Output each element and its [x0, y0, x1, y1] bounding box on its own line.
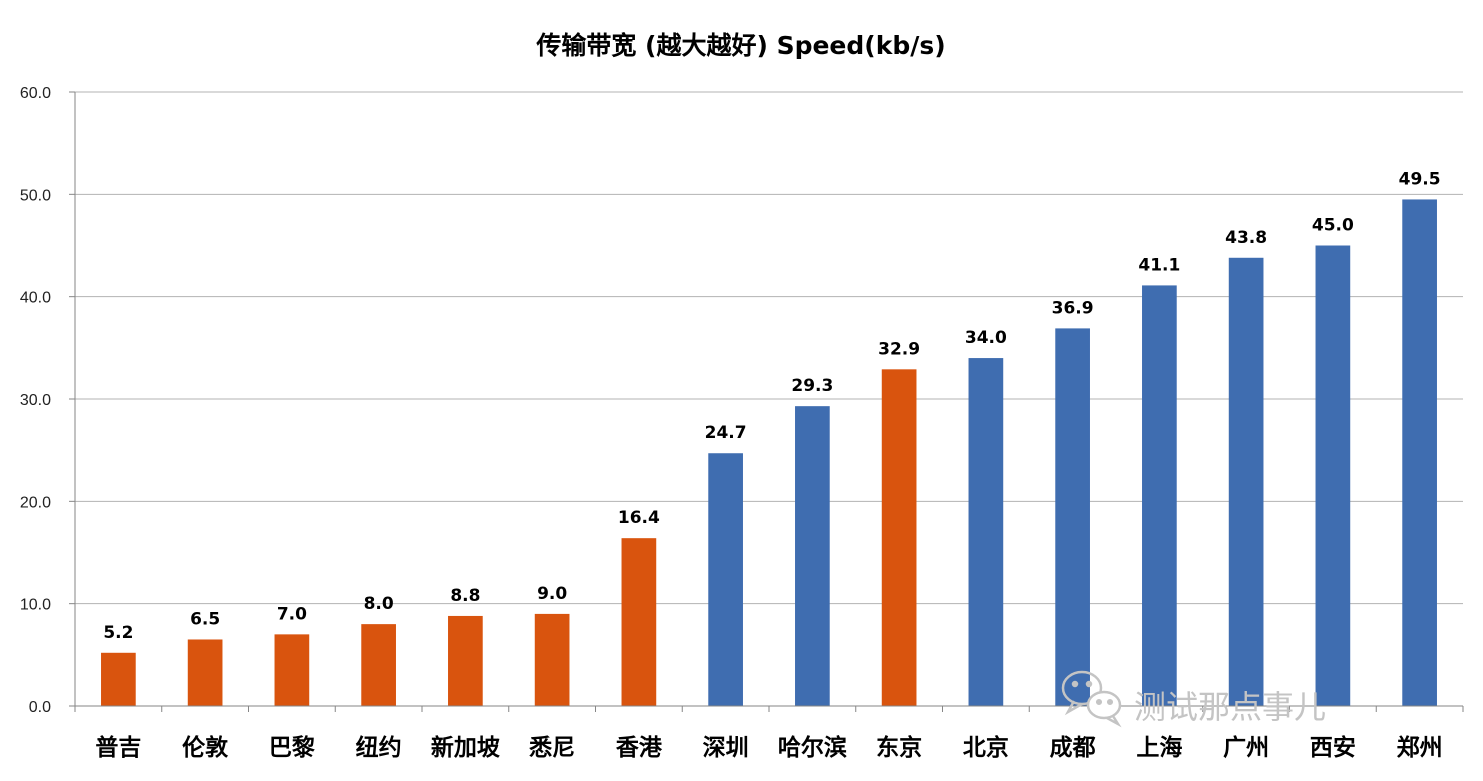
- x-tick-label: 西安: [1310, 734, 1356, 761]
- data-label: 7.0: [277, 604, 307, 624]
- bar: [1228, 257, 1264, 706]
- data-label: 45.0: [1312, 216, 1354, 236]
- data-label: 41.1: [1138, 255, 1180, 275]
- x-tick-label: 东京: [876, 734, 922, 761]
- chart-title: 传输带宽 (越大越好) Speed(kb/s): [535, 31, 945, 60]
- bar: [1055, 328, 1090, 706]
- data-label: 9.0: [537, 584, 567, 604]
- data-label: 8.8: [450, 586, 480, 606]
- bar: [187, 639, 223, 706]
- bar: [968, 358, 1004, 706]
- x-tick-label: 伦敦: [182, 734, 229, 761]
- data-label: 6.5: [190, 609, 220, 629]
- x-tick-label: 哈尔滨: [778, 734, 847, 761]
- bar: [361, 624, 396, 706]
- watermark-text: 测试那点事儿: [1134, 688, 1326, 726]
- watermark: 测试那点事儿: [1061, 670, 1326, 728]
- x-tick-label: 北京: [963, 734, 1009, 761]
- y-tick-label: 0.0: [29, 699, 51, 716]
- x-tick-label: 深圳: [703, 735, 749, 761]
- data-label: 36.9: [1052, 298, 1094, 318]
- y-tick-label: 50.0: [20, 187, 51, 204]
- y-tick-label: 40.0: [20, 290, 51, 307]
- x-axis-ticks: 普吉 伦敦 巴黎 纽约 新加坡 悉尼 香港 深圳 哈尔滨 东京 北京 成都 上海 广州 西安 郑州: [74, 706, 1464, 761]
- bar: [534, 613, 570, 706]
- x-tick-label: 巴黎: [269, 734, 315, 761]
- x-tick-label: 悉尼: [529, 735, 575, 761]
- x-tick-label: 纽约: [356, 734, 402, 761]
- bar: [621, 538, 657, 706]
- y-tick-label: 20.0: [20, 494, 51, 511]
- data-label: 8.0: [364, 594, 394, 614]
- x-tick-label: 香港: [616, 735, 663, 761]
- wechat-icon: [1061, 670, 1122, 728]
- x-tick-label: 郑州: [1397, 735, 1443, 761]
- y-tick-label: 30.0: [20, 392, 51, 409]
- bar: [708, 453, 743, 706]
- bar: [274, 634, 310, 706]
- bars: [101, 199, 1437, 706]
- y-axis-ticks: 0.0 10.0 20.0 30.0 40.0 50.0 60.0: [20, 85, 75, 716]
- data-label: 24.7: [705, 423, 747, 443]
- data-label: 29.3: [791, 376, 833, 396]
- data-label: 49.5: [1399, 169, 1441, 189]
- x-tick-label: 上海: [1136, 734, 1182, 761]
- data-labels: 5.2 6.5 7.0 8.0 8.8 9.0 16.4 24.7 29.3 32.9 34.0 36…: [103, 169, 1440, 642]
- bar: [1142, 285, 1177, 706]
- bar: [881, 369, 917, 706]
- bar: [448, 615, 483, 706]
- bar: [1315, 245, 1351, 706]
- data-label: 16.4: [618, 508, 660, 528]
- x-tick-label: 普吉: [95, 734, 141, 761]
- x-tick-label: 成都: [1050, 735, 1096, 761]
- y-tick-label: 60.0: [20, 85, 51, 102]
- data-label: 34.0: [965, 328, 1007, 348]
- bar: [1402, 199, 1437, 706]
- data-label: 5.2: [103, 623, 133, 643]
- data-label: 32.9: [878, 339, 920, 359]
- y-tick-label: 10.0: [20, 597, 51, 614]
- data-label: 43.8: [1225, 228, 1267, 248]
- bar: [101, 652, 136, 706]
- x-tick-label: 广州: [1223, 734, 1269, 761]
- bar: [795, 406, 830, 706]
- x-tick-label: 新加坡: [431, 734, 500, 761]
